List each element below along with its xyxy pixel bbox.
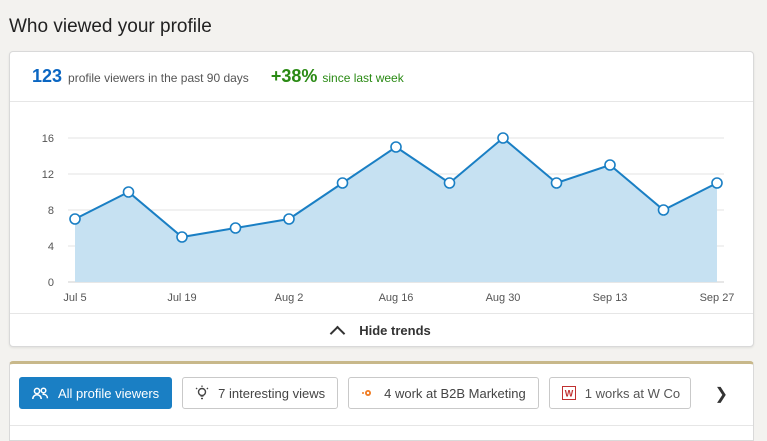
x-tick-label: Aug 16 [379, 292, 414, 304]
hide-trends-button[interactable]: Hide trends [10, 314, 753, 347]
data-point [69, 213, 81, 225]
viewer-count-label: profile viewers in the past 90 days [68, 71, 249, 85]
filter-label: 7 interesting views [218, 385, 326, 401]
filter-card: All profile viewers 7 interesting views … [9, 361, 754, 441]
divider [10, 313, 753, 314]
data-point [336, 177, 349, 189]
filter-company-w[interactable]: W 1 works at W Co [548, 377, 691, 409]
data-point [711, 177, 723, 189]
area-fill [75, 138, 717, 282]
viewers-chart: 0 4 8 12 16 Jul 5 Jul 19 Aug 2 Aug 16 Aug 30 Sep 1… [42, 132, 735, 304]
company-logo-icon: W [561, 386, 576, 400]
y-tick-label: 8 [48, 205, 54, 217]
y-tick-label: 16 [42, 133, 54, 145]
filter-label: All profile viewers [58, 385, 160, 401]
data-point [176, 231, 188, 243]
svg-text:W: W [564, 389, 573, 399]
y-tick-label: 4 [48, 241, 54, 253]
data-point [550, 177, 563, 189]
filter-bar: All profile viewers 7 interesting views … [19, 377, 701, 409]
x-tick-label: Jul 19 [167, 292, 196, 304]
y-tick-label: 12 [42, 169, 54, 181]
y-tick-label: 0 [48, 277, 54, 289]
data-point [390, 141, 402, 153]
viewer-count[interactable]: 123 [32, 66, 63, 86]
chevron-right-icon[interactable]: ❯ [714, 386, 728, 403]
viewer-change: +38% [270, 66, 318, 86]
x-tick-label: Jul 5 [63, 292, 86, 304]
lightbulb-icon [195, 385, 209, 401]
x-tick-label: Aug 30 [486, 292, 521, 304]
x-tick-label: Aug 2 [275, 292, 304, 304]
page-title: Who viewed your profile [9, 16, 212, 37]
data-point [122, 186, 135, 198]
x-tick-label: Sep 13 [593, 292, 628, 304]
data-point [604, 159, 616, 171]
data-point [283, 213, 295, 225]
divider [10, 101, 753, 102]
data-point [443, 177, 456, 189]
filter-label: 1 works at W Co [584, 385, 681, 401]
viewer-stats: 123 profile viewers in the past 90 days … [32, 66, 404, 87]
data-point [229, 222, 242, 234]
x-tick-label: Sep 27 [700, 292, 735, 304]
chevron-up-icon [329, 325, 346, 342]
viewer-change-label: since last week [322, 71, 404, 85]
filter-interesting-views[interactable]: 7 interesting views [182, 377, 339, 409]
filter-all-viewers[interactable]: All profile viewers [19, 377, 173, 409]
viewers-card: 123 profile viewers in the past 90 days … [9, 51, 754, 347]
data-point [497, 132, 509, 144]
people-icon [32, 386, 49, 400]
divider [10, 425, 753, 426]
company-logo-icon [361, 386, 375, 400]
data-point [657, 204, 670, 216]
filter-label: 4 work at B2B Marketing [384, 385, 526, 401]
filter-company-b2b[interactable]: 4 work at B2B Marketing [348, 377, 539, 409]
hide-trends-label: Hide trends [359, 323, 431, 338]
